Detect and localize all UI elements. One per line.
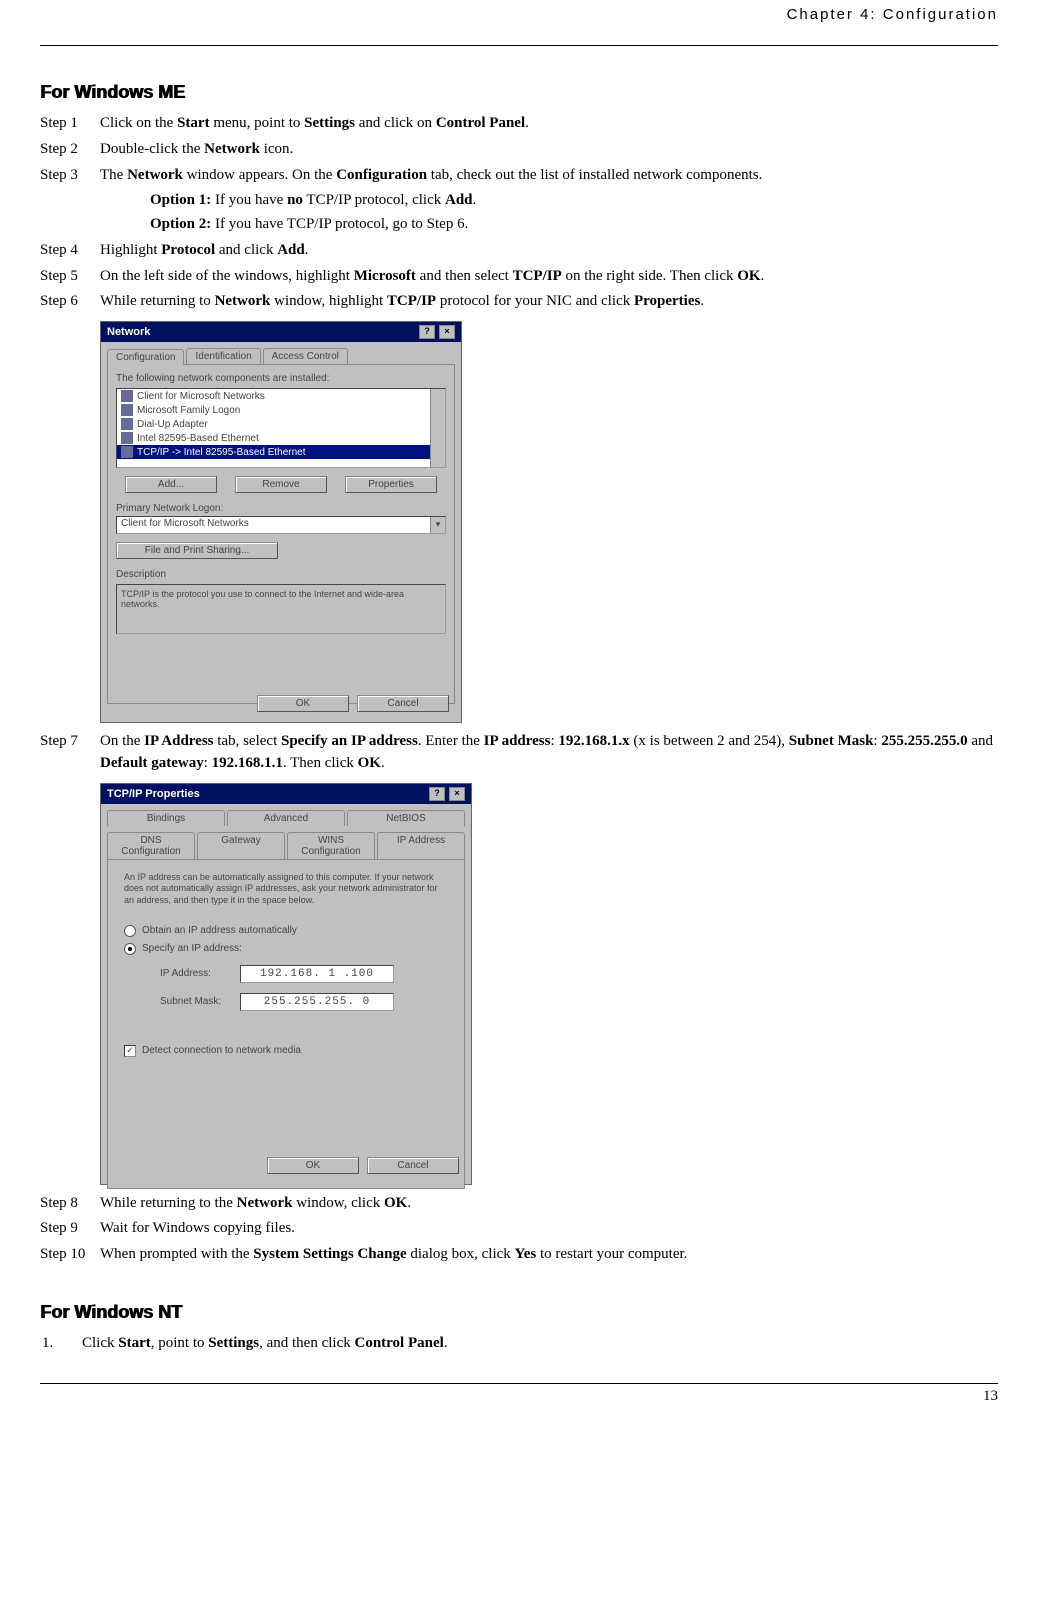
section-heading-me: For Windows ME xyxy=(40,82,998,103)
step-2: Step 2 Double-click the Network icon. xyxy=(40,139,998,161)
list-item-1: 1. Click Start, point to Settings, and t… xyxy=(40,1333,998,1355)
tab-panel: An IP address can be automatically assig… xyxy=(107,859,465,1189)
ip-address-field-row: IP Address: 192.168. 1 .100 xyxy=(160,965,448,983)
tab-advanced[interactable]: Advanced xyxy=(227,810,345,826)
dialog-title: Network xyxy=(107,326,150,338)
network-client-icon xyxy=(121,404,133,416)
dialog-buttons: OK Cancel xyxy=(257,695,449,712)
tab-strip: Configuration Identification Access Cont… xyxy=(107,348,455,364)
description-box: TCP/IP is the protocol you use to connec… xyxy=(116,584,446,634)
radio-specify[interactable]: Specify an IP address: xyxy=(124,943,448,955)
close-icon[interactable]: × xyxy=(449,787,465,801)
step-5: Step 5 On the left side of the windows, … xyxy=(40,266,998,288)
step-10: Step 10 When prompted with the System Se… xyxy=(40,1244,998,1266)
radio-icon xyxy=(124,943,136,955)
divider xyxy=(40,45,998,46)
tab-access-control[interactable]: Access Control xyxy=(263,348,348,364)
tab-ip-address[interactable]: IP Address xyxy=(377,832,465,859)
step-8: Step 8 While returning to the Network wi… xyxy=(40,1193,998,1215)
titlebar-icons: ? × xyxy=(418,325,455,339)
label-ip-address: IP Address: xyxy=(160,968,230,979)
step-3-option-2: Option 2: If you have TCP/IP protocol, g… xyxy=(150,214,998,236)
properties-button[interactable]: Properties xyxy=(345,476,437,493)
dialog-titlebar[interactable]: Network ? × xyxy=(101,322,461,342)
components-listbox[interactable]: Client for Microsoft Networks Microsoft … xyxy=(116,388,446,468)
step-label: Step 1 xyxy=(40,113,100,135)
step-7: Step 7 On the IP Address tab, select Spe… xyxy=(40,731,998,775)
step-3: Step 3 The Network window appears. On th… xyxy=(40,165,998,187)
document-page: Chapter 4: Configuration For Windows ME … xyxy=(0,0,1038,1617)
primary-logon-dropdown[interactable]: Client for Microsoft Networks xyxy=(116,516,446,534)
protocol-icon xyxy=(121,446,133,458)
list-item[interactable]: Dial-Up Adapter xyxy=(117,417,445,431)
dropdown-value: Client for Microsoft Networks xyxy=(117,517,445,530)
label-primary-logon: Primary Network Logon: xyxy=(116,503,446,514)
list-item[interactable]: Intel 82595-Based Ethernet xyxy=(117,431,445,445)
list-item[interactable]: Microsoft Family Logon xyxy=(117,403,445,417)
scrollbar[interactable] xyxy=(430,389,445,467)
adapter-icon xyxy=(121,418,133,430)
radio-icon xyxy=(124,925,136,937)
tab-netbios[interactable]: NetBIOS xyxy=(347,810,465,826)
list-item-selected[interactable]: TCP/IP -> Intel 82595-Based Ethernet xyxy=(117,445,445,459)
tab-panel: The following network components are ins… xyxy=(107,364,455,704)
add-button[interactable]: Add... xyxy=(125,476,217,493)
label-subnet-mask: Subnet Mask: xyxy=(160,996,230,1007)
titlebar-icons: ? × xyxy=(428,787,465,801)
numbered-list: 1. Click Start, point to Settings, and t… xyxy=(40,1333,998,1355)
step-9: Step 9 Wait for Windows copying files. xyxy=(40,1218,998,1240)
checkbox-icon: ✓ xyxy=(124,1045,136,1057)
step-4: Step 4 Highlight Protocol and click Add. xyxy=(40,240,998,262)
help-icon[interactable]: ? xyxy=(429,787,445,801)
step-6: Step 6 While returning to Network window… xyxy=(40,291,998,313)
close-icon[interactable]: × xyxy=(439,325,455,339)
file-print-sharing-button[interactable]: File and Print Sharing... xyxy=(116,542,278,559)
tcpip-dialog: TCP/IP Properties ? × Bindings Advanced … xyxy=(101,784,471,1184)
subnet-mask-input[interactable]: 255.255.255. 0 xyxy=(240,993,394,1011)
chapter-header: Chapter 4: Configuration xyxy=(40,0,998,27)
dialog-title: TCP/IP Properties xyxy=(107,788,200,800)
cancel-button[interactable]: Cancel xyxy=(357,695,449,712)
figure-tcpip-dialog: TCP/IP Properties ? × Bindings Advanced … xyxy=(100,783,472,1185)
description-text: An IP address can be automatically assig… xyxy=(124,872,448,907)
tab-bindings[interactable]: Bindings xyxy=(107,810,225,826)
adapter-icon xyxy=(121,432,133,444)
label-description: Description xyxy=(116,569,446,580)
dialog-titlebar[interactable]: TCP/IP Properties ? × xyxy=(101,784,471,804)
tab-strip-row-1: Bindings Advanced NetBIOS xyxy=(107,810,465,826)
list-item[interactable]: Client for Microsoft Networks xyxy=(117,389,445,403)
label-installed: The following network components are ins… xyxy=(116,373,446,384)
tab-configuration[interactable]: Configuration xyxy=(107,349,184,365)
section-heading-nt: For Windows NT xyxy=(40,1302,998,1323)
ok-button[interactable]: OK xyxy=(267,1157,359,1174)
tab-dns-configuration[interactable]: DNS Configuration xyxy=(107,832,195,859)
step-3-option-1: Option 1: If you have no TCP/IP protocol… xyxy=(150,190,998,212)
help-icon[interactable]: ? xyxy=(419,325,435,339)
network-client-icon xyxy=(121,390,133,402)
cancel-button[interactable]: Cancel xyxy=(367,1157,459,1174)
button-row: Add... Remove Properties xyxy=(116,476,446,493)
ip-address-input[interactable]: 192.168. 1 .100 xyxy=(240,965,394,983)
figure-network-dialog: Network ? × Configuration Identification… xyxy=(100,321,462,723)
tab-gateway[interactable]: Gateway xyxy=(197,832,285,859)
network-dialog: Network ? × Configuration Identification… xyxy=(101,322,461,722)
radio-obtain-auto[interactable]: Obtain an IP address automatically xyxy=(124,925,448,937)
tab-identification[interactable]: Identification xyxy=(186,348,260,364)
tab-wins-configuration[interactable]: WINS Configuration xyxy=(287,832,375,859)
subnet-mask-field-row: Subnet Mask: 255.255.255. 0 xyxy=(160,993,448,1011)
dialog-buttons: OK Cancel xyxy=(267,1157,459,1174)
checkbox-detect-connection[interactable]: ✓ Detect connection to network media xyxy=(124,1045,448,1057)
tab-strip-row-2: DNS Configuration Gateway WINS Configura… xyxy=(107,832,465,859)
remove-button[interactable]: Remove xyxy=(235,476,327,493)
step-body: Click on the Start menu, point to Settin… xyxy=(100,113,998,135)
step-1: Step 1 Click on the Start menu, point to… xyxy=(40,113,998,135)
ok-button[interactable]: OK xyxy=(257,695,349,712)
page-number: 13 xyxy=(40,1384,998,1405)
